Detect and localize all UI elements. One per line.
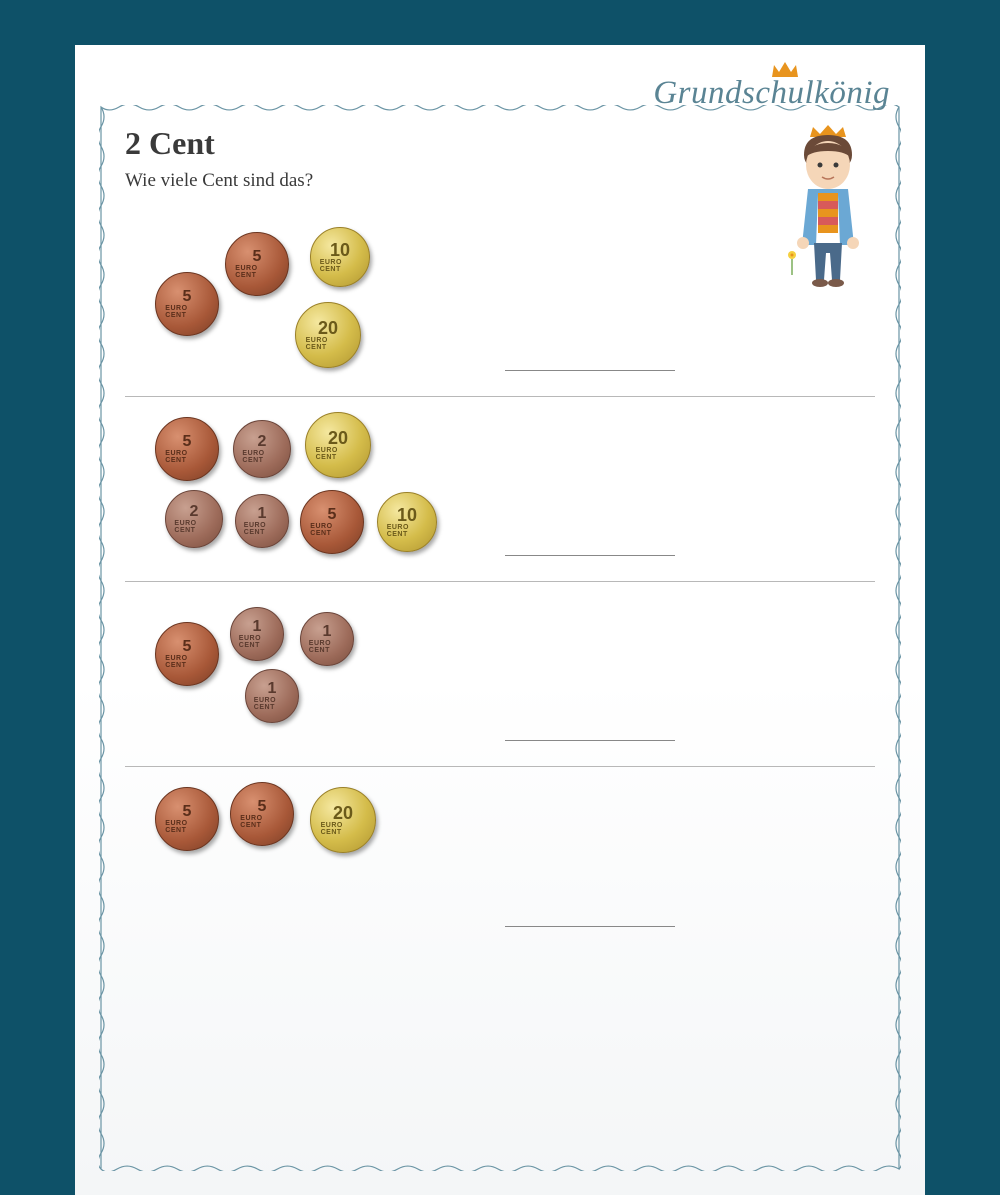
- coin-5c: 5EURO CENT: [155, 272, 219, 336]
- worksheet-page: Grundschulkönig 2 Cent Wie viele Cent si…: [75, 45, 925, 1195]
- coin-5c: 5EURO CENT: [300, 490, 364, 554]
- coin-1c: 1EURO CENT: [245, 669, 299, 723]
- answer-blank[interactable]: [505, 926, 675, 927]
- coins-group: 5EURO CENT2EURO CENT20EURO CENT2EURO CEN…: [155, 412, 535, 572]
- answer-blank[interactable]: [505, 555, 675, 556]
- coin-1c: 1EURO CENT: [230, 607, 284, 661]
- coin-10c: 10EURO CENT: [310, 227, 370, 287]
- exercise-row: 5EURO CENT5EURO CENT20EURO CENT: [125, 767, 875, 952]
- worksheet-question: Wie viele Cent sind das?: [125, 170, 875, 192]
- worksheet-title: 2 Cent: [125, 125, 875, 162]
- coin-20c: 20EURO CENT: [295, 302, 361, 368]
- coin-2c: 2EURO CENT: [233, 420, 291, 478]
- exercise-row: 5EURO CENT5EURO CENT 10EURO CENT 20EURO CE…: [125, 212, 875, 397]
- coin-5c: 5EURO CENT: [230, 782, 294, 846]
- coin-5c: 5EURO CENT: [155, 417, 219, 481]
- coin-5c: 5EURO CENT: [155, 787, 219, 851]
- coin-20c: 20EURO CENT: [305, 412, 371, 478]
- coin-5c: 5EURO CENT: [155, 622, 219, 686]
- answer-blank[interactable]: [505, 740, 675, 741]
- exercise-row: 5EURO CENT1EURO CENT1EURO CENT1EURO CENT: [125, 582, 875, 767]
- coin-5c: 5EURO CENT: [225, 232, 289, 296]
- coins-group: 5EURO CENT1EURO CENT1EURO CENT1EURO CENT: [155, 597, 535, 757]
- answer-blank[interactable]: [505, 370, 675, 371]
- coin-2c: 2EURO CENT: [165, 490, 223, 548]
- coins-group: 5EURO CENT5EURO CENT20EURO CENT: [155, 782, 535, 942]
- coin-10c: 10EURO CENT: [377, 492, 437, 552]
- coins-group: 5EURO CENT5EURO CENT 10EURO CENT 20EURO CE…: [155, 227, 535, 387]
- coin-1c: 1EURO CENT: [300, 612, 354, 666]
- coin-20c: 20EURO CENT: [310, 787, 376, 853]
- coin-1c: 1EURO CENT: [235, 494, 289, 548]
- exercises-container: 5EURO CENT5EURO CENT10EURO CENT20EURO CE…: [125, 212, 875, 952]
- exercise-row: 5EURO CENT2EURO CENT20EURO CENT2EURO CEN…: [125, 397, 875, 582]
- worksheet-content: 2 Cent Wie viele Cent sind das?: [105, 70, 895, 952]
